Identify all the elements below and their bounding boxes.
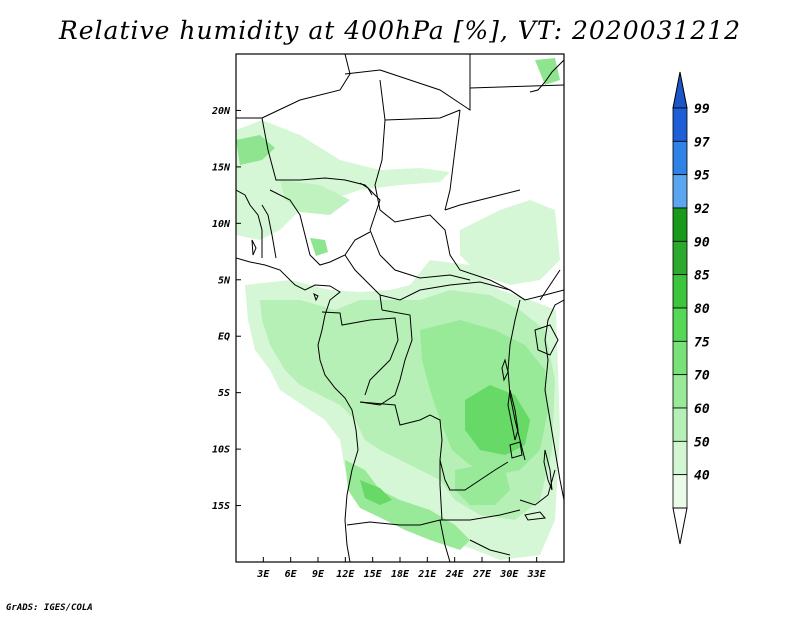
- colorbar-label: 80: [694, 302, 710, 317]
- colorbar-swatch: [672, 240, 688, 276]
- colorbar-swatch: [672, 407, 688, 442]
- lat-tick-label: 5S: [218, 388, 230, 399]
- border-sudan-north: [384, 109, 461, 121]
- border-namibia-botswana: [439, 519, 451, 562]
- lat-tick-label: EQ: [218, 332, 230, 343]
- border-nigeria: [269, 189, 371, 266]
- border-lake-chad: [359, 182, 373, 196]
- colorbar-label: 97: [694, 135, 710, 150]
- lat-tick-label: 10S: [212, 445, 230, 456]
- colorbar-swatch: [672, 174, 688, 209]
- humidity-area-cameroon: [310, 238, 328, 256]
- border-tanzania: [544, 339, 564, 501]
- colorbar-label: 92: [694, 202, 710, 217]
- colorbar-top-arrow: [672, 71, 688, 109]
- border-chad-car: [369, 229, 471, 281]
- colorbar: 99 97 95 92 90 85 80 75 70 60 50 40: [672, 71, 710, 545]
- humidity-area-northeast: [460, 200, 560, 285]
- border-egypt: [469, 84, 564, 89]
- colorbar-label: 99: [694, 102, 710, 117]
- lon-tick-label: 3E: [256, 569, 270, 580]
- lake-tanganyika: [507, 389, 519, 441]
- lat-tick-label: 20N: [211, 106, 231, 117]
- lake-volta: [251, 239, 257, 256]
- border-zambia: [439, 460, 443, 521]
- humidity-shading: [236, 58, 560, 560]
- lake-malawi: [543, 449, 553, 491]
- colorbar-label: 95: [694, 169, 710, 184]
- colorbar-label: 90: [694, 235, 710, 250]
- colorbar-swatch: [672, 374, 688, 409]
- border-south: [469, 539, 511, 556]
- humidity-area-far-northeast: [535, 58, 560, 85]
- border-somalia-kenya: [539, 269, 561, 301]
- colorbar-swatch: [672, 340, 688, 376]
- colorbar-label: 75: [694, 335, 710, 350]
- colorbar-bottom-arrow: [672, 507, 688, 545]
- border-west-coast-states: [236, 189, 263, 258]
- border-sudan-ethiopia: [444, 109, 461, 211]
- colorbar-swatch: [672, 107, 688, 142]
- humidity-area-tanganyika: [465, 385, 530, 455]
- border-benin-togo: [261, 204, 277, 259]
- lon-tick-label: 24E: [445, 569, 465, 580]
- humidity-area-sahel-inner: [280, 180, 350, 215]
- country-borders: [236, 54, 564, 562]
- border-east-lakes: [507, 299, 526, 461]
- colorbar-swatch: [672, 440, 688, 476]
- lon-tick-label: 18E: [391, 569, 410, 580]
- lake-kivu: [501, 358, 509, 382]
- coastline-west-africa: [236, 257, 359, 562]
- colorbar-label: 70: [694, 369, 710, 384]
- lat-tick-label: 10N: [212, 219, 231, 230]
- lon-tick-label: 21E: [417, 569, 437, 580]
- colorbar-swatch: [672, 274, 688, 309]
- lat-tick-label: 5N: [218, 275, 231, 286]
- border-ethiopia: [444, 189, 521, 211]
- humidity-area-zambia: [455, 465, 510, 505]
- humidity-area-sahel-core: [236, 135, 275, 165]
- border-cameroon: [344, 254, 383, 311]
- lon-tick-label: 30E: [499, 569, 519, 580]
- border-libya: [344, 54, 471, 111]
- red-sea-coast: [529, 59, 564, 93]
- lon-tick-label: 15E: [364, 569, 383, 580]
- lat-axis: 20N 15N 10N 5N EQ 5S 10S 15S: [211, 106, 241, 512]
- colorbar-label: 60: [694, 402, 710, 417]
- lon-tick-label: 6E: [285, 569, 298, 580]
- island-bioko: [313, 293, 319, 302]
- humidity-area-angola-south: [345, 460, 470, 550]
- colorbar-label: 50: [694, 435, 710, 450]
- border-drc-angola: [359, 401, 509, 491]
- chart-title: Relative humidity at 400hPa [%], VT: 202…: [58, 16, 742, 45]
- colorbar-swatch: [672, 207, 688, 242]
- colorbar-swatch: [672, 307, 688, 342]
- humidity-area-angola-core: [360, 480, 392, 505]
- lat-tick-label: 15S: [212, 501, 230, 512]
- lon-tick-label: 9E: [312, 569, 325, 580]
- border-algeria-niger: [261, 54, 351, 119]
- border-drc-west: [359, 309, 413, 406]
- colorbar-swatch: [672, 140, 688, 176]
- colorbar-label: 40: [694, 469, 710, 484]
- colorbar-swatch: [672, 474, 688, 509]
- border-gabon-congo: [321, 311, 399, 396]
- lake-victoria: [534, 324, 559, 356]
- lon-tick-label: 33E: [527, 569, 547, 580]
- border-east: [544, 299, 564, 341]
- lon-tick-label: 27E: [472, 569, 492, 580]
- border-sahel: [236, 117, 381, 231]
- lat-tick-label: 15N: [212, 162, 231, 173]
- border-angola-namibia: [346, 509, 521, 526]
- lake-kariba: [524, 511, 546, 521]
- colorbar-label: 85: [694, 269, 710, 284]
- lon-axis: 3E 6E 9E 12E 15E 18E 21E 24E 27E 30E 33E: [256, 557, 547, 580]
- border-car-drc: [379, 281, 526, 301]
- grads-credit: GrADS: IGES/COLA: [6, 603, 93, 613]
- lon-tick-label: 12E: [336, 569, 355, 580]
- lake-mweru: [509, 441, 523, 459]
